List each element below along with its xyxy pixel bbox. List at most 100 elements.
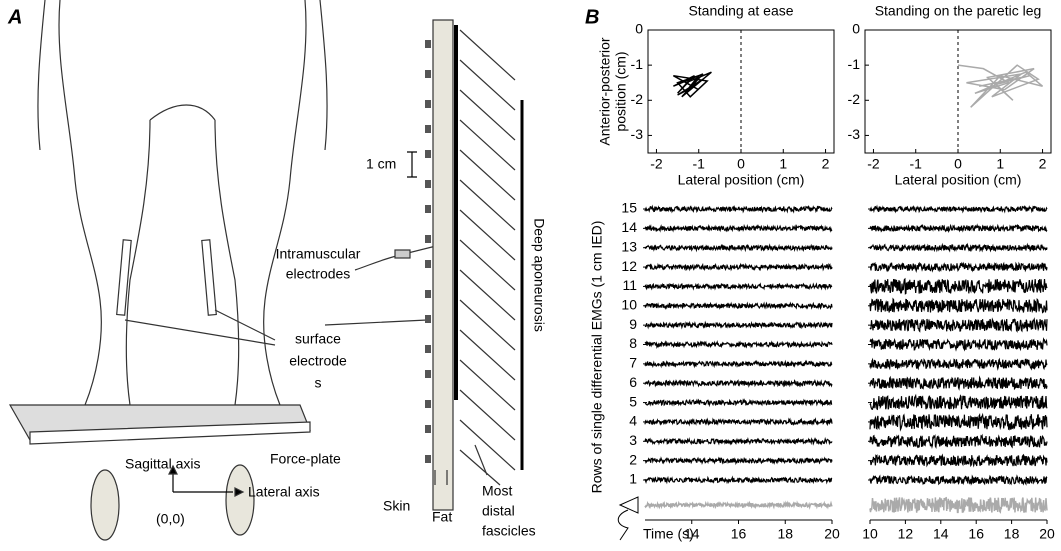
- panel-a: [8, 0, 524, 541]
- x-tick-label: 10: [862, 526, 878, 542]
- label: fascicles: [482, 523, 536, 539]
- y-axis-label: position (cm): [613, 51, 629, 131]
- x-tick-label: 20: [824, 526, 840, 542]
- emg-trace: [869, 433, 1048, 450]
- emg-trace: [644, 301, 833, 311]
- emg-trace: [869, 242, 1048, 253]
- row-label: 13: [621, 238, 637, 254]
- emg-trace: [644, 340, 833, 350]
- x-axis-label: Lateral position (cm): [895, 172, 1022, 188]
- fat-layer: [432, 19, 454, 511]
- x-tick-label: 0: [737, 156, 745, 172]
- y-axis-label: Rows of single differential EMGs (1 cm I…: [589, 221, 605, 494]
- row-label: 9: [629, 316, 637, 332]
- foot: [90, 469, 120, 541]
- x-tick-label: -2: [867, 156, 880, 172]
- label: Fat: [432, 509, 452, 525]
- x-tick-label: 0: [954, 156, 962, 172]
- x-tick-label: -2: [650, 156, 663, 172]
- label: electrodes: [286, 266, 351, 282]
- emg-trace: [869, 412, 1048, 432]
- y-tick-label: 0: [635, 21, 643, 37]
- panel-label: A: [7, 6, 22, 28]
- emg-trace: [644, 398, 833, 408]
- label: Skin: [383, 498, 410, 514]
- label: Lateral axis: [248, 484, 320, 500]
- x-tick-label: 20: [1039, 526, 1055, 542]
- emg-trace: [869, 357, 1048, 371]
- emg-trace: [869, 223, 1048, 233]
- x-axis-label: Lateral position (cm): [678, 172, 805, 188]
- x-tick-label: 2: [1039, 156, 1047, 172]
- x-tick-label: 18: [777, 526, 793, 542]
- y-tick-label: -1: [848, 56, 861, 72]
- label: Sagittal axis: [125, 456, 200, 472]
- chart-title: Standing at ease: [688, 3, 793, 19]
- x-axis-label: Time (s): [643, 526, 694, 542]
- label: distal: [482, 503, 515, 519]
- emg-trace: [644, 223, 833, 233]
- label: Force-plate: [270, 451, 341, 467]
- trajectory: [957, 64, 1044, 108]
- arms: [37, 0, 328, 151]
- row-label: 5: [629, 393, 637, 409]
- y-tick-label: 0: [852, 21, 860, 37]
- trajectory: [673, 71, 712, 98]
- x-tick-label: -1: [910, 156, 923, 172]
- emg-trace: [869, 277, 1048, 295]
- panel-label: B: [585, 6, 599, 28]
- y-tick-label: -2: [848, 91, 861, 107]
- row-label: 8: [629, 335, 637, 351]
- arrow-heads: [168, 464, 245, 497]
- row-label: 2: [629, 451, 637, 467]
- x-tick-label: 2: [822, 156, 830, 172]
- axes-arrows: [172, 472, 233, 493]
- foot: [225, 464, 255, 536]
- emg-trace: [644, 243, 833, 253]
- emg-trace: [869, 375, 1048, 391]
- emg-trace: [869, 393, 1048, 411]
- label: surface: [295, 331, 341, 347]
- row-label: 10: [621, 296, 637, 312]
- label: s: [315, 375, 322, 391]
- emg-trace: [644, 320, 833, 330]
- label: Intramuscular: [276, 246, 361, 262]
- emg-trace: [869, 317, 1048, 333]
- emg-trace: [644, 378, 833, 388]
- y-tick-label: -3: [848, 126, 861, 142]
- electrode-grid: [201, 239, 217, 316]
- y-tick-label: -1: [631, 56, 644, 72]
- row-label: 14: [621, 219, 637, 235]
- label: Deep aponeurosis: [531, 218, 547, 332]
- x-tick-label: 16: [968, 526, 984, 542]
- row-label: 7: [629, 355, 637, 371]
- force-icon: [617, 496, 639, 541]
- label: electrode: [289, 353, 347, 369]
- row-label: 4: [629, 413, 637, 429]
- x-tick-label: 12: [898, 526, 914, 542]
- scale-bar: [407, 151, 417, 178]
- force-plate-edge: [29, 421, 311, 445]
- emg-trace: [644, 262, 833, 272]
- emg-trace: [869, 453, 1048, 468]
- y-tick-label: -2: [631, 91, 644, 107]
- needle-hub: [394, 249, 411, 259]
- force-trace: [869, 496, 1048, 514]
- chart-title: Standing on the paretic leg: [875, 3, 1042, 19]
- label: 1 cm: [366, 156, 396, 172]
- emg-trace: [644, 359, 833, 369]
- emg-trace: [869, 204, 1048, 214]
- emg-trace: [869, 337, 1048, 352]
- emg-trace: [644, 475, 833, 485]
- row-label: 11: [622, 277, 637, 293]
- force-trace: [644, 500, 833, 510]
- emg-trace: [644, 456, 833, 466]
- emg-trace: [869, 474, 1048, 486]
- emg-trace: [644, 282, 833, 291]
- row-label: 3: [629, 432, 637, 448]
- x-tick-label: 14: [933, 526, 949, 542]
- emg-trace: [869, 297, 1048, 314]
- emg-trace: [869, 261, 1048, 274]
- emg-trace: [644, 436, 833, 446]
- label: Most: [482, 483, 512, 499]
